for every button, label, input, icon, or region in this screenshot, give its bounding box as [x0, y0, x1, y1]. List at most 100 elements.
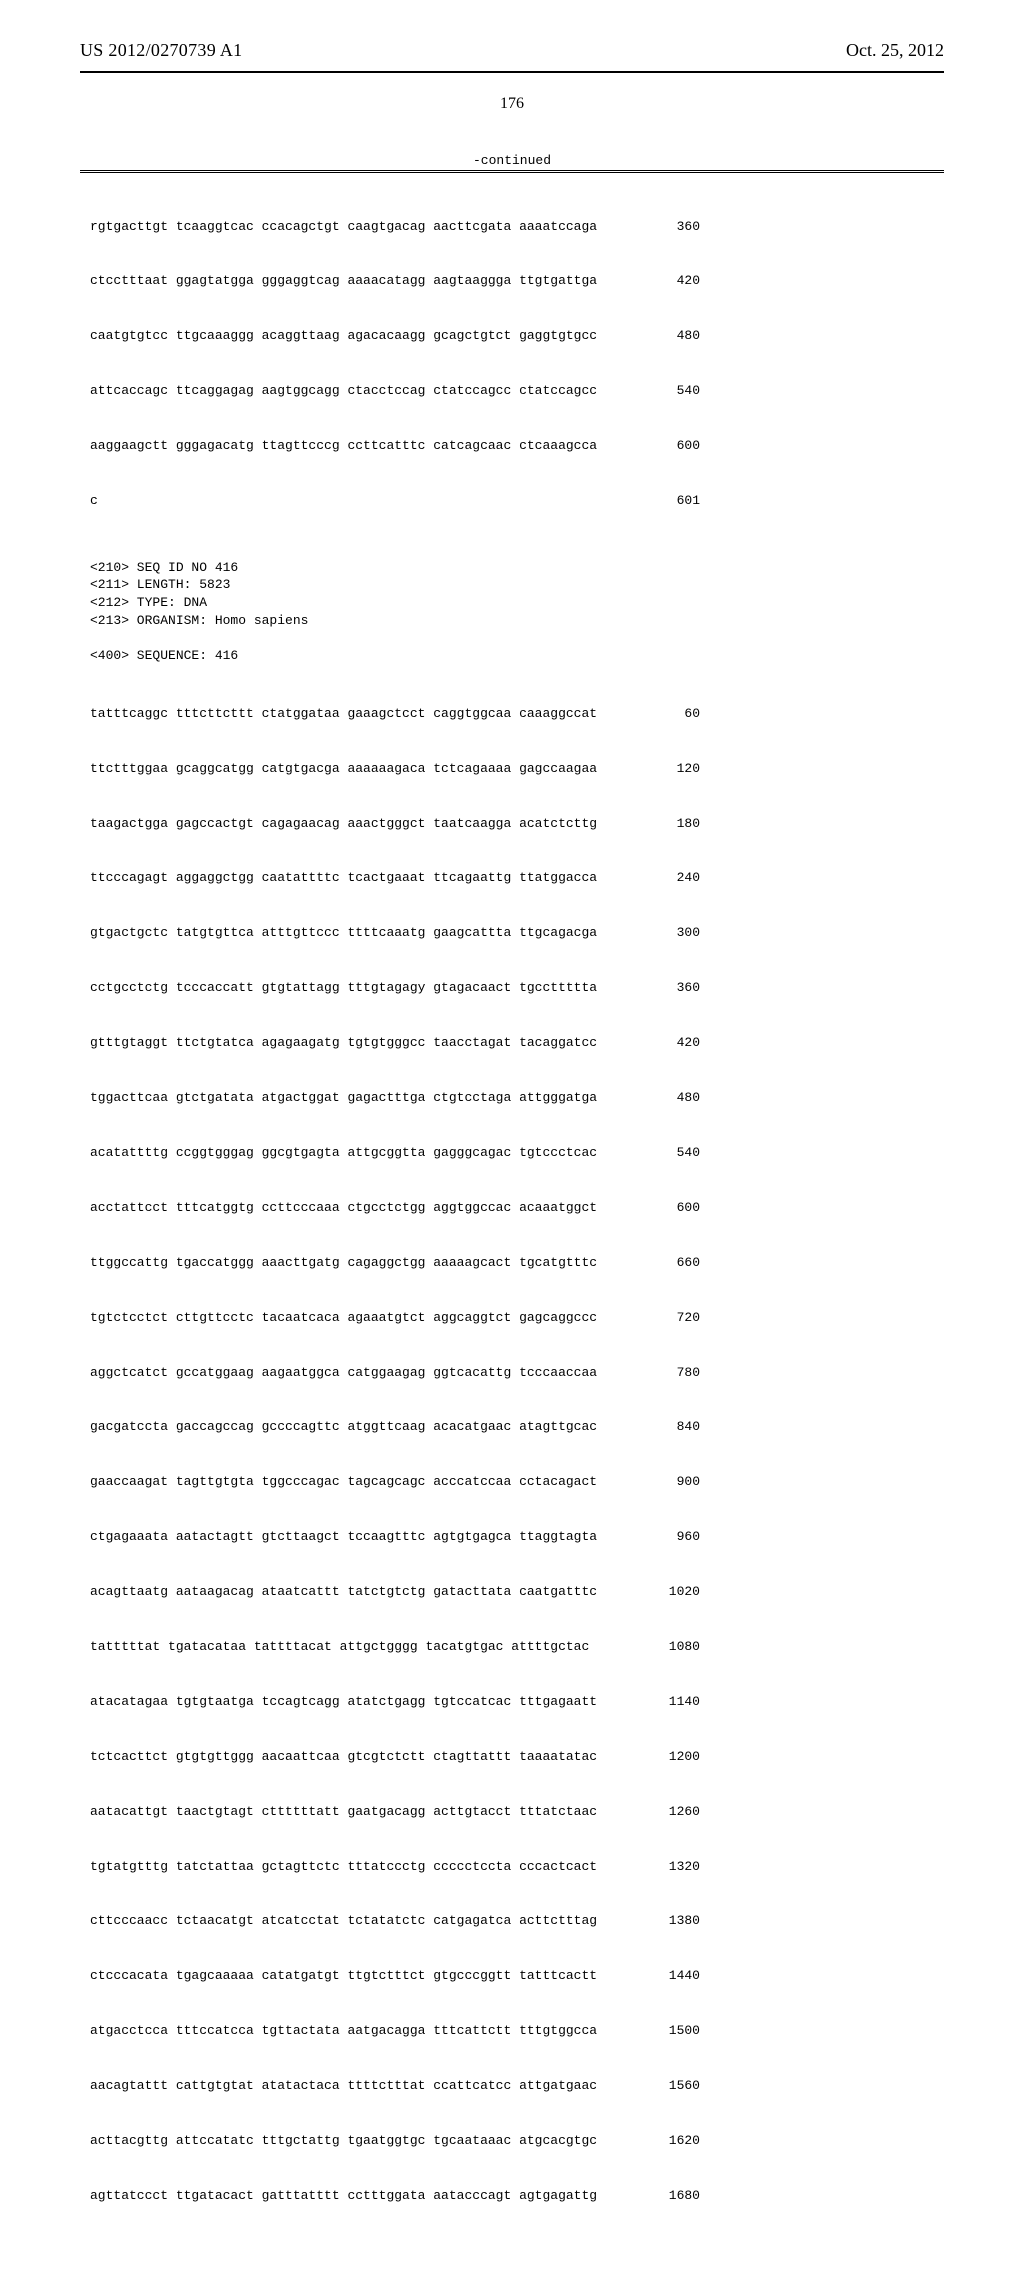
seq-text: ttcccagagt aggaggctgg caatattttc tcactga… [90, 871, 650, 885]
seq-pos: 720 [650, 1311, 700, 1325]
seq-line: tggacttcaa gtctgatata atgactggat gagactt… [90, 1091, 944, 1105]
seq-pos: 420 [650, 274, 700, 288]
seq-line: tatttcaggc tttcttcttt ctatggataa gaaagct… [90, 707, 944, 721]
seq-text: cctgcctctg tcccaccatt gtgtattagg tttgtag… [90, 981, 650, 995]
seq-pos: 1080 [650, 1640, 700, 1654]
seq-text: ttggccattg tgaccatggg aaacttgatg cagaggc… [90, 1256, 650, 1270]
seq-text: tctcacttct gtgtgttggg aacaattcaa gtcgtct… [90, 1750, 650, 1764]
seq-line: attcaccagc ttcaggagag aagtggcagg ctacctc… [90, 384, 944, 398]
seq-text: gtttgtaggt ttctgtatca agagaagatg tgtgtgg… [90, 1036, 650, 1050]
seq-text: caatgtgtcc ttgcaaaggg acaggttaag agacaca… [90, 329, 650, 343]
seq-pos: 600 [650, 1201, 700, 1215]
seq-text: aacagtattt cattgtgtat atatactaca ttttctt… [90, 2079, 650, 2093]
seq-pos: 840 [650, 1420, 700, 1434]
header-rule [80, 71, 944, 73]
publication-number: US 2012/0270739 A1 [80, 40, 242, 61]
publication-date: Oct. 25, 2012 [846, 40, 944, 61]
seq-pos: 1020 [650, 1585, 700, 1599]
seq-text: agttatccct ttgatacact gatttatttt cctttgg… [90, 2189, 650, 2203]
meta-line: <210> SEQ ID NO 416 [90, 560, 238, 575]
seq-text: taagactgga gagccactgt cagagaacag aaactgg… [90, 817, 650, 831]
seq-pos: 420 [650, 1036, 700, 1050]
seq-pos: 1260 [650, 1805, 700, 1819]
seq-text: atacatagaa tgtgtaatga tccagtcagg atatctg… [90, 1695, 650, 1709]
sequence-metadata: <210> SEQ ID NO 416 <211> LENGTH: 5823 <… [90, 559, 944, 664]
seq-text: atgacctcca tttccatcca tgttactata aatgaca… [90, 2024, 650, 2038]
seq-line: aacagtattt cattgtgtat atatactaca ttttctt… [90, 2079, 944, 2093]
seq-line: gaaccaagat tagttgtgta tggcccagac tagcagc… [90, 1475, 944, 1489]
seq-pos: 540 [650, 1146, 700, 1160]
meta-line: <400> SEQUENCE: 416 [90, 648, 238, 663]
seq-line: ttcccagagt aggaggctgg caatattttc tcactga… [90, 871, 944, 885]
seq-pos: 540 [650, 384, 700, 398]
seq-pos: 240 [650, 871, 700, 885]
seq-pos: 360 [650, 220, 700, 234]
seq-line: acatattttg ccggtgggag ggcgtgagta attgcgg… [90, 1146, 944, 1160]
seq-line: acagttaatg aataagacag ataatcattt tatctgt… [90, 1585, 944, 1599]
seq-pos: 660 [650, 1256, 700, 1270]
seq-pos: 900 [650, 1475, 700, 1489]
seq-text: gaaccaagat tagttgtgta tggcccagac tagcagc… [90, 1475, 650, 1489]
seq-text: ctcctttaat ggagtatgga gggaggtcag aaaacat… [90, 274, 650, 288]
seq-pos: 180 [650, 817, 700, 831]
seq-text: gacgatccta gaccagccag gccccagttc atggttc… [90, 1420, 650, 1434]
seq-pos: 1200 [650, 1750, 700, 1764]
meta-line: <212> TYPE: DNA [90, 595, 207, 610]
seq-text: tatttttat tgatacataa tattttacat attgctgg… [90, 1640, 650, 1654]
seq-pos: 1560 [650, 2079, 700, 2093]
seq-line: taagactgga gagccactgt cagagaacag aaactgg… [90, 817, 944, 831]
seq-text: c [90, 494, 650, 508]
seq-line: ttggccattg tgaccatggg aaacttgatg cagaggc… [90, 1256, 944, 1270]
meta-line: <213> ORGANISM: Homo sapiens [90, 613, 308, 628]
seq-text: ttctttggaa gcaggcatgg catgtgacga aaaaaag… [90, 762, 650, 776]
sequence-block-top: rgtgacttgt tcaaggtcac ccacagctgt caagtga… [90, 191, 944, 549]
seq-pos: 601 [650, 494, 700, 508]
seq-pos: 60 [650, 707, 700, 721]
seq-text: gtgactgctc tatgtgttca atttgttccc ttttcaa… [90, 926, 650, 940]
seq-line: cttcccaacc tctaacatgt atcatcctat tctatat… [90, 1914, 944, 1928]
seq-line: rgtgacttgt tcaaggtcac ccacagctgt caagtga… [90, 220, 944, 234]
seq-pos: 120 [650, 762, 700, 776]
seq-line: atgacctcca tttccatcca tgttactata aatgaca… [90, 2024, 944, 2038]
seq-line: ctcccacata tgagcaaaaa catatgatgt ttgtctt… [90, 1969, 944, 1983]
seq-line: agttatccct ttgatacact gatttatttt cctttgg… [90, 2189, 944, 2203]
seq-line: c601 [90, 494, 944, 508]
seq-line: gacgatccta gaccagccag gccccagttc atggttc… [90, 1420, 944, 1434]
seq-line: aatacattgt taactgtagt cttttttatt gaatgac… [90, 1805, 944, 1819]
seq-rule-top [80, 170, 944, 171]
seq-pos: 1680 [650, 2189, 700, 2203]
seq-rule-bottom [80, 172, 944, 173]
seq-line: acttacgttg attccatatc tttgctattg tgaatgg… [90, 2134, 944, 2148]
seq-pos: 360 [650, 981, 700, 995]
header-row: US 2012/0270739 A1 Oct. 25, 2012 [80, 40, 944, 61]
seq-text: ctcccacata tgagcaaaaa catatgatgt ttgtctt… [90, 1969, 650, 1983]
seq-text: aaggaagctt gggagacatg ttagttcccg ccttcat… [90, 439, 650, 453]
seq-pos: 600 [650, 439, 700, 453]
seq-text: cttcccaacc tctaacatgt atcatcctat tctatat… [90, 1914, 650, 1928]
seq-pos: 480 [650, 329, 700, 343]
seq-line: ttctttggaa gcaggcatgg catgtgacga aaaaaag… [90, 762, 944, 776]
seq-line: ctgagaaata aatactagtt gtcttaagct tccaagt… [90, 1530, 944, 1544]
seq-text: tggacttcaa gtctgatata atgactggat gagactt… [90, 1091, 650, 1105]
seq-pos: 480 [650, 1091, 700, 1105]
seq-text: attcaccagc ttcaggagag aagtggcagg ctacctc… [90, 384, 650, 398]
seq-text: rgtgacttgt tcaaggtcac ccacagctgt caagtga… [90, 220, 650, 234]
seq-line: atacatagaa tgtgtaatga tccagtcagg atatctg… [90, 1695, 944, 1709]
seq-text: tgtctcctct cttgttcctc tacaatcaca agaaatg… [90, 1311, 650, 1325]
patent-page: US 2012/0270739 A1 Oct. 25, 2012 176 -co… [0, 0, 1024, 2284]
seq-pos: 1380 [650, 1914, 700, 1928]
seq-text: aggctcatct gccatggaag aagaatggca catggaa… [90, 1366, 650, 1380]
seq-pos: 1140 [650, 1695, 700, 1709]
seq-line: tctcacttct gtgtgttggg aacaattcaa gtcgtct… [90, 1750, 944, 1764]
seq-line: gtttgtaggt ttctgtatca agagaagatg tgtgtgg… [90, 1036, 944, 1050]
seq-line: acctattcct tttcatggtg ccttcccaaa ctgcctc… [90, 1201, 944, 1215]
seq-pos: 300 [650, 926, 700, 940]
seq-pos: 780 [650, 1366, 700, 1380]
seq-line: aggctcatct gccatggaag aagaatggca catggaa… [90, 1366, 944, 1380]
seq-text: acctattcct tttcatggtg ccttcccaaa ctgcctc… [90, 1201, 650, 1215]
seq-line: aaggaagctt gggagacatg ttagttcccg ccttcat… [90, 439, 944, 453]
seq-text: acttacgttg attccatatc tttgctattg tgaatgg… [90, 2134, 650, 2148]
seq-line: tgtatgtttg tatctattaa gctagttctc tttatcc… [90, 1860, 944, 1874]
continued-label: -continued [80, 153, 944, 168]
seq-text: ctgagaaata aatactagtt gtcttaagct tccaagt… [90, 1530, 650, 1544]
